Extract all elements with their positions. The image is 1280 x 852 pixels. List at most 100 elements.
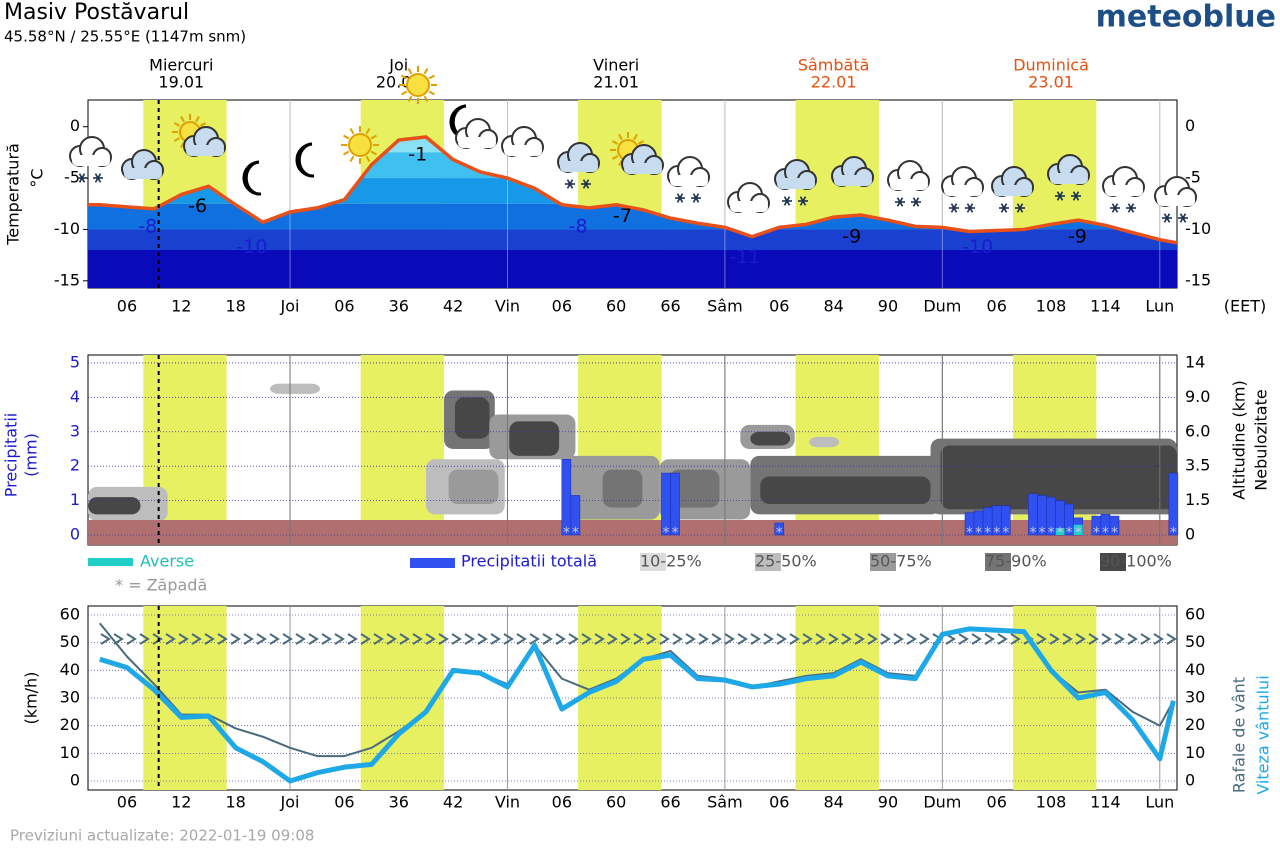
wind-direction bbox=[659, 633, 670, 645]
cloud-base bbox=[560, 161, 598, 172]
y2-tick-label: 0 bbox=[1185, 771, 1195, 790]
y2-tick-label: 1.5 bbox=[1185, 490, 1210, 509]
wind-direction bbox=[178, 633, 189, 645]
cloud-base bbox=[624, 163, 662, 174]
weather-icon bbox=[1154, 176, 1197, 207]
wind-direction bbox=[308, 633, 319, 645]
y-tick-label: 10 bbox=[60, 743, 80, 762]
wind-direction bbox=[607, 633, 618, 645]
y-tick-label: 5 bbox=[70, 352, 80, 371]
temperature-line bbox=[88, 135, 1178, 245]
x-tick-label: 06 bbox=[552, 297, 572, 316]
day-name: Vineri bbox=[593, 56, 639, 75]
y-tick-label: 30 bbox=[60, 688, 80, 707]
weather-icon bbox=[295, 142, 315, 178]
snow-symbol: * bbox=[776, 525, 783, 541]
wind-direction bbox=[919, 633, 930, 645]
sun-ray bbox=[428, 74, 435, 80]
wind-direction bbox=[490, 633, 501, 645]
wind-direction bbox=[477, 633, 488, 645]
wind-direction bbox=[100, 633, 111, 645]
wind-direction bbox=[1166, 633, 1177, 645]
y2-tick-label: 50 bbox=[1185, 632, 1205, 651]
weather-icon bbox=[667, 156, 710, 187]
cloud-base bbox=[124, 168, 162, 179]
y-label: (km/h) bbox=[22, 672, 41, 725]
snow-symbol: * bbox=[1102, 525, 1109, 541]
y2-tick-label: 0 bbox=[1185, 525, 1195, 544]
legend-label: Rafale de vânt bbox=[1230, 677, 1249, 793]
wind-direction bbox=[321, 633, 332, 645]
legend-label: * = Zăpadă bbox=[115, 576, 207, 595]
day-name: Sâmbătă bbox=[798, 56, 870, 75]
weather-icon bbox=[1047, 154, 1090, 185]
x-tick-label: 06 bbox=[117, 793, 137, 812]
wind-direction bbox=[1075, 633, 1086, 645]
timezone: (EET) bbox=[1224, 297, 1266, 316]
snowflake bbox=[1111, 203, 1119, 213]
cloud-cover bbox=[750, 431, 791, 446]
wind-direction bbox=[282, 633, 293, 645]
wind-direction bbox=[334, 633, 345, 645]
terrain bbox=[88, 520, 1177, 545]
wind-direction bbox=[646, 633, 657, 645]
wind-direction bbox=[685, 633, 696, 645]
precip-bar bbox=[670, 472, 680, 536]
wind-direction bbox=[165, 633, 176, 645]
y2-tick-label: 60 bbox=[1185, 604, 1205, 623]
snowflake bbox=[950, 203, 958, 213]
cloud-cover bbox=[669, 469, 720, 508]
sun-ray bbox=[349, 128, 355, 135]
legend-swatch bbox=[88, 558, 133, 566]
wind-direction bbox=[1036, 633, 1047, 645]
x-tick-label: 42 bbox=[443, 297, 463, 316]
wind-direction bbox=[113, 633, 124, 645]
wind-direction bbox=[373, 633, 384, 645]
snowflake bbox=[783, 196, 791, 206]
wind-direction bbox=[815, 633, 826, 645]
snow-symbol: * bbox=[563, 525, 570, 541]
sun bbox=[348, 133, 372, 157]
cloud-cover bbox=[602, 469, 643, 508]
snowflake bbox=[1072, 191, 1080, 201]
snowflake bbox=[896, 197, 904, 207]
x-tick-label: 06 bbox=[987, 793, 1007, 812]
wind-direction bbox=[880, 633, 891, 645]
legend-label: 90-100% bbox=[1100, 552, 1172, 571]
wind-line bbox=[99, 626, 1176, 784]
wind-direction bbox=[256, 633, 267, 645]
y-tick-label: -15 bbox=[54, 270, 80, 289]
footer: Previziuni actualizate: 2022-01-19 09:08 bbox=[10, 827, 314, 845]
wind-direction bbox=[126, 633, 137, 645]
x-tick-label: 06 bbox=[769, 297, 789, 316]
snowflake bbox=[676, 193, 684, 203]
wind-direction bbox=[984, 633, 995, 645]
daylight-band bbox=[360, 355, 445, 545]
wind-direction bbox=[295, 633, 306, 645]
cloud-base bbox=[1050, 173, 1088, 184]
x-tick-label: Joi bbox=[280, 297, 300, 316]
y2-unit: Nebulozitate bbox=[1252, 389, 1271, 490]
wind-direction bbox=[1010, 633, 1021, 645]
sun-ray bbox=[401, 74, 408, 80]
sun-ray bbox=[195, 115, 200, 123]
y2-tick-label: 9.0 bbox=[1185, 387, 1210, 406]
sun-ray bbox=[365, 128, 371, 135]
cloud-base bbox=[1105, 185, 1143, 196]
wind-direction bbox=[464, 633, 475, 645]
snowflake bbox=[78, 173, 86, 183]
y2-tick-label: 40 bbox=[1185, 660, 1205, 679]
y-tick-label: 50 bbox=[60, 632, 80, 651]
sun-ray bbox=[343, 134, 350, 140]
wind-direction bbox=[139, 633, 150, 645]
sun-ray bbox=[611, 140, 619, 145]
wind-direction bbox=[438, 633, 449, 645]
x-tick-label: 12 bbox=[171, 297, 191, 316]
y-tick-label: 1 bbox=[70, 490, 80, 509]
snowflake bbox=[799, 196, 807, 206]
wind-direction bbox=[789, 633, 800, 645]
wind-direction bbox=[542, 633, 553, 645]
wind-direction bbox=[776, 633, 787, 645]
wind-direction bbox=[828, 633, 839, 645]
wind-direction bbox=[737, 633, 748, 645]
